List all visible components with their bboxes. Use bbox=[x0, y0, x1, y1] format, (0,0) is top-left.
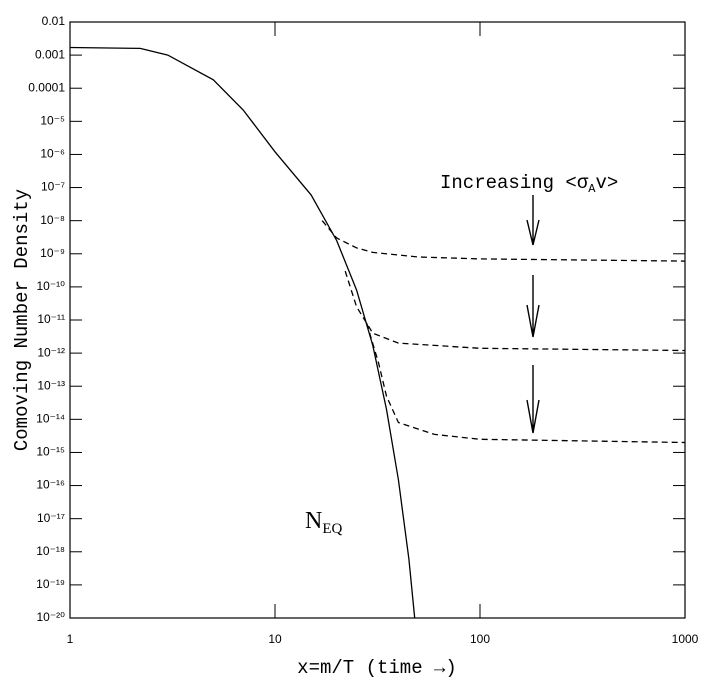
y-tick-label: 10⁻²⁰ bbox=[37, 610, 66, 624]
y-tick-label: 10⁻¹⁴ bbox=[36, 412, 65, 426]
arrow bbox=[526, 275, 540, 338]
arrow bbox=[526, 195, 540, 246]
x-axis-label: x=m/T (time →) bbox=[297, 657, 457, 679]
x-tick-label: 100 bbox=[470, 632, 490, 646]
annotation-sub: A bbox=[588, 182, 596, 196]
y-tick-label: 10⁻⁸ bbox=[40, 213, 65, 227]
y-tick-label: 10⁻¹¹ bbox=[37, 312, 65, 326]
x-tick-label: 1 bbox=[67, 632, 74, 646]
y-tick-label: 0.001 bbox=[35, 47, 65, 61]
annotation-text: Increasing <σ bbox=[440, 172, 589, 194]
y-tick-label: 10⁻¹⁰ bbox=[37, 279, 66, 293]
annotation: NEQ bbox=[305, 508, 343, 538]
series-line bbox=[344, 270, 686, 352]
y-tick-label: 10⁻¹⁵ bbox=[36, 445, 65, 459]
annotation-text: N bbox=[305, 508, 322, 534]
y-axis-label: Comoving Number Density bbox=[11, 189, 33, 451]
annotation-sub: EQ bbox=[322, 521, 342, 537]
y-tick-label: 10⁻¹⁸ bbox=[36, 544, 65, 558]
annotation-text: v> bbox=[595, 172, 618, 194]
y-tick-label: 10⁻⁷ bbox=[41, 180, 65, 194]
y-tick-label: 10⁻¹⁷ bbox=[37, 511, 65, 525]
y-tick-label: 10⁻⁵ bbox=[40, 114, 65, 128]
arrows bbox=[526, 195, 540, 434]
y-tick-label: 10⁻¹⁶ bbox=[36, 478, 65, 492]
y-tick-label: 0.0001 bbox=[28, 80, 65, 94]
y-tick-label: 10⁻¹⁹ bbox=[36, 577, 65, 591]
y-tick-label: 10⁻¹³ bbox=[37, 378, 65, 392]
y-tick-label: 10⁻⁶ bbox=[40, 147, 65, 161]
x-tick-label: 1000 bbox=[672, 632, 699, 646]
annotation: Increasing <σAv> bbox=[440, 172, 618, 196]
arrow bbox=[526, 365, 540, 434]
y-tick-label: 0.01 bbox=[42, 14, 66, 28]
series-line bbox=[69, 46, 416, 619]
y-tick-label: 10⁻⁹ bbox=[40, 246, 65, 260]
series-line bbox=[321, 220, 686, 262]
series-line bbox=[366, 323, 686, 444]
y-tick-label: 10⁻¹² bbox=[37, 345, 65, 359]
plot-frame bbox=[69, 21, 686, 619]
x-tick-label: 10 bbox=[268, 632, 282, 646]
